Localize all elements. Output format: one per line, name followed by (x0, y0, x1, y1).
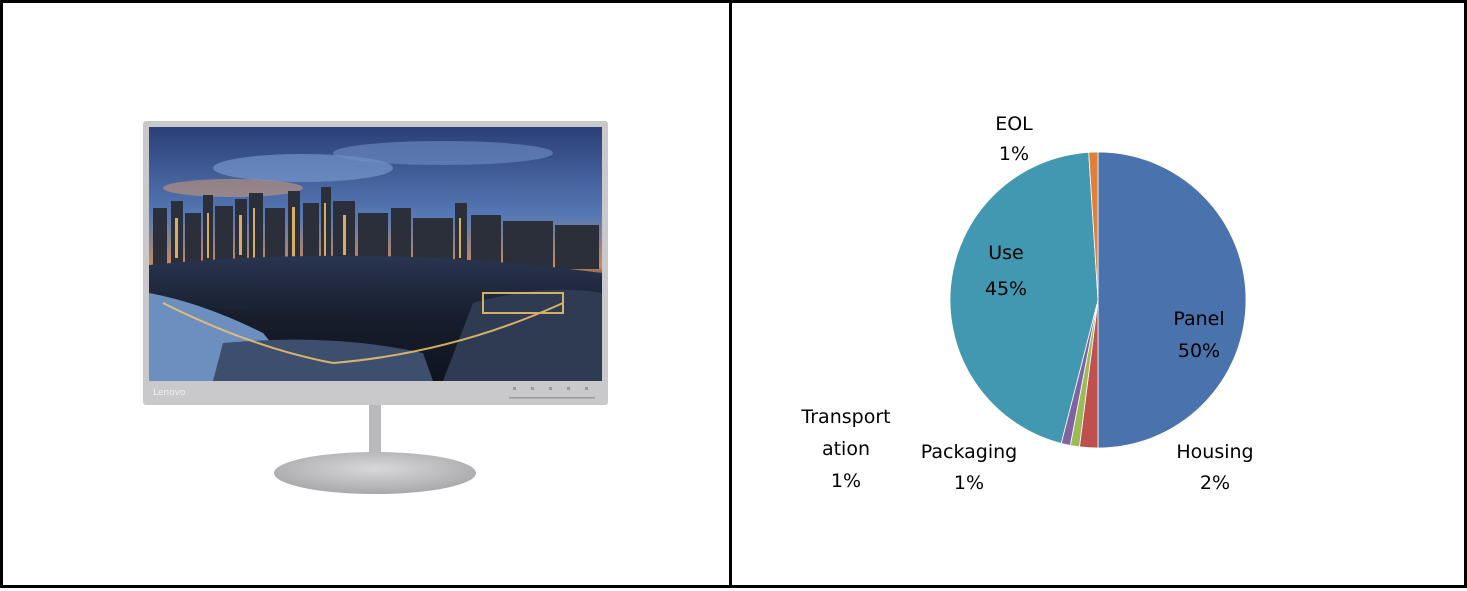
pie-label-panel: Panel (1173, 308, 1224, 330)
pie-labels: Panel 50% Housing 2% Packaging 1% Transport ati… (800, 113, 1253, 494)
pie-chart-panel: Panel 50% Housing 2% Packaging 1% Transport ati… (729, 0, 1467, 588)
pie-label-eol: EOL (995, 113, 1033, 135)
monitor-stand-base (274, 452, 476, 494)
monitor-screen (149, 127, 602, 381)
pie-slice-panel (1097, 151, 1247, 449)
pie-value-eol: 1% (999, 143, 1029, 165)
pie-slice-eol (1088, 151, 1099, 301)
monitor-illustration: Lenovo (143, 121, 608, 494)
pie-label-packaging: Packaging (921, 441, 1017, 463)
pie-value-housing: 2% (1200, 472, 1230, 494)
pie-label-use: Use (988, 242, 1024, 264)
brand-logo: Lenovo (153, 388, 186, 398)
monitor-image-panel: Lenovo (0, 0, 732, 588)
pie-value-use: 45% (985, 278, 1027, 300)
pie-value-transportation: 1% (831, 470, 861, 492)
pie-label-housing: Housing (1176, 441, 1253, 463)
pie-slices (949, 151, 1247, 449)
pie-value-packaging: 1% (954, 472, 984, 494)
monitor-stand-neck (369, 405, 381, 461)
pie-slice-use (949, 151, 1099, 444)
pie-label-transportation: Transport ation (800, 406, 890, 460)
pie-chart: Panel 50% Housing 2% Packaging 1% Transport ati… (800, 113, 1253, 494)
pie-value-panel: 50% (1178, 340, 1220, 362)
